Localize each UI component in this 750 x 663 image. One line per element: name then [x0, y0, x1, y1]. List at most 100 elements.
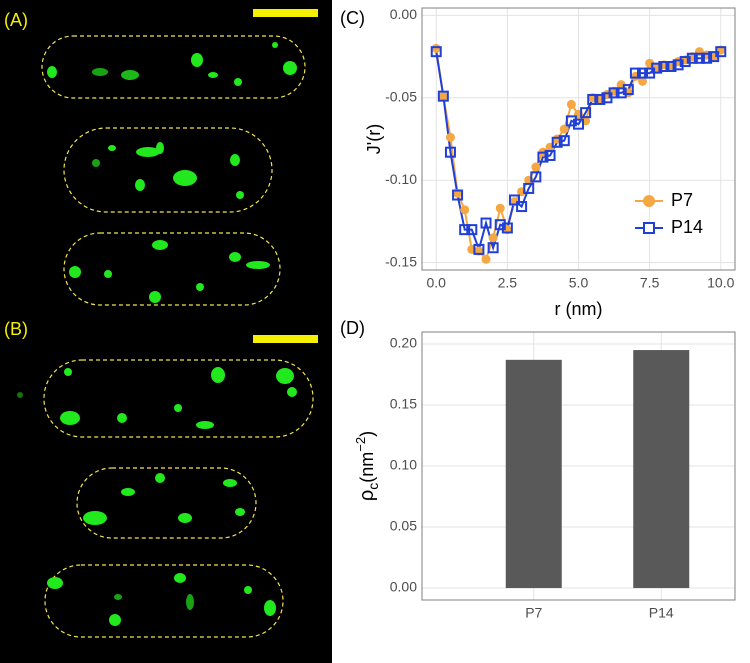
spot [276, 368, 294, 384]
point [558, 135, 570, 147]
scale-bar [253, 335, 318, 343]
y-tick-label: 0.00 [390, 6, 417, 22]
x-tick-label: 7.5 [640, 275, 660, 291]
spot [114, 594, 122, 600]
point [638, 76, 648, 86]
spot [155, 473, 165, 483]
scale-bar [253, 9, 318, 17]
point [530, 171, 542, 183]
point [573, 118, 584, 130]
spot [234, 78, 242, 86]
y-axis-title-part: −2 [353, 437, 368, 452]
spot [117, 413, 127, 423]
cell-outline [63, 232, 281, 306]
spot [235, 508, 245, 516]
spot [264, 600, 276, 616]
y-axis-title-part: ) [357, 431, 377, 437]
spot [64, 368, 72, 376]
panel-label: (D) [340, 318, 365, 338]
point [566, 99, 576, 109]
point [587, 93, 599, 105]
point [651, 62, 663, 74]
point [501, 222, 513, 234]
point [444, 146, 456, 158]
bar [633, 350, 690, 589]
point [531, 162, 541, 172]
y-axis-title-part: c [365, 483, 381, 490]
spot [230, 154, 240, 166]
spot [174, 573, 186, 583]
point [594, 93, 606, 105]
spot [174, 404, 182, 412]
bar [505, 359, 562, 589]
spot [173, 170, 197, 186]
point [537, 151, 549, 163]
point [686, 52, 698, 64]
spot [92, 68, 108, 76]
point [658, 60, 670, 72]
y-tick-label: -0.05 [385, 89, 417, 105]
point [615, 87, 627, 99]
spot [283, 61, 297, 75]
spot [191, 53, 203, 67]
plot-border [421, 331, 736, 601]
point [622, 84, 634, 96]
spot [121, 70, 139, 80]
point [508, 194, 520, 206]
spot [69, 266, 81, 278]
spot [178, 513, 192, 523]
spot [229, 252, 241, 262]
cell-outline [41, 35, 306, 99]
cell-outlines [41, 35, 314, 638]
panel-label: (C) [340, 8, 365, 28]
spot [272, 42, 278, 48]
cell-outline [76, 467, 257, 539]
point [488, 233, 498, 243]
point [487, 242, 499, 254]
x-tick-label: P7 [525, 605, 542, 621]
spot [152, 240, 168, 250]
fluorescence-spots [17, 42, 297, 626]
y-tick-label: -0.15 [385, 253, 417, 269]
y-axis-title-part: (nm [357, 452, 377, 483]
point [679, 56, 691, 68]
point [430, 46, 442, 58]
y-tick-label: 0.15 [390, 396, 417, 412]
point [495, 203, 505, 213]
point [437, 90, 449, 102]
point [466, 224, 478, 236]
spot [109, 614, 121, 626]
y-axis-title-part: ρ [356, 490, 378, 501]
spot [244, 586, 252, 594]
panel-label: (A) [4, 10, 28, 30]
spot [104, 270, 112, 278]
microscopy-background [0, 0, 332, 663]
spot [236, 191, 244, 199]
x-tick-label: P14 [649, 605, 674, 621]
point [608, 87, 620, 99]
point [693, 52, 705, 64]
spot [156, 142, 164, 154]
point [715, 46, 727, 58]
point [481, 254, 491, 264]
spot [208, 72, 218, 78]
y-tick-label: -0.10 [385, 171, 417, 187]
y-axis-title: ρc(nm−2) [353, 431, 380, 501]
spot [287, 387, 297, 397]
spot [135, 179, 145, 191]
point [431, 43, 441, 53]
point [580, 107, 592, 119]
legend-label: P14 [671, 217, 703, 237]
plot-border [421, 7, 736, 271]
spot [186, 594, 194, 610]
spot [246, 261, 270, 269]
x-axis-title: r (nm) [555, 299, 603, 319]
spot [47, 66, 57, 78]
spot [121, 488, 135, 496]
point [460, 205, 470, 215]
point [480, 217, 492, 229]
point [701, 52, 713, 64]
point [459, 224, 471, 236]
cell-outline [43, 359, 314, 438]
